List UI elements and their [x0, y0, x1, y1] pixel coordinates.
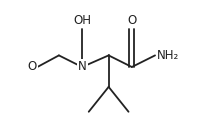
Text: OH: OH	[73, 14, 91, 27]
Text: NH₂: NH₂	[157, 49, 179, 62]
Text: N: N	[78, 60, 86, 74]
Text: O: O	[27, 60, 37, 74]
Text: O: O	[127, 14, 136, 27]
